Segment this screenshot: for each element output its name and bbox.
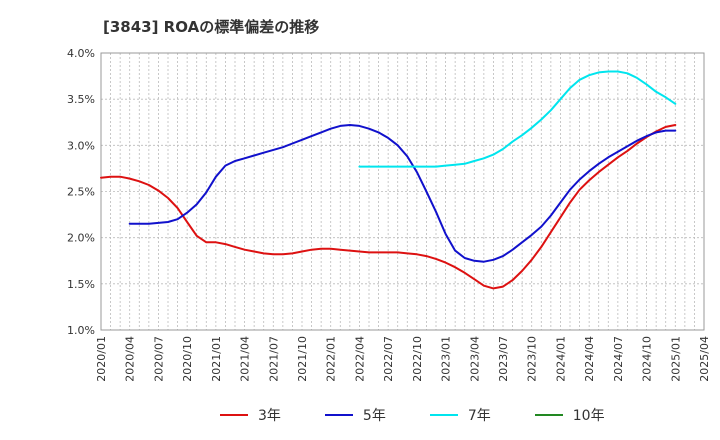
- y-axis-tick-labels: 1.0% 1.5% 2.0% 2.5% 3.0% 3.5% 4.0%: [67, 47, 95, 337]
- x-tick-label: 2020/07: [152, 336, 165, 382]
- y-tick-label: 3.0%: [67, 139, 95, 152]
- x-tick-label: 2022/04: [353, 336, 366, 382]
- y-tick-label: 3.5%: [67, 93, 95, 106]
- x-tick-label: 2023/10: [526, 336, 539, 382]
- x-tick-label: 2021/01: [210, 336, 223, 382]
- x-tick-label: 2024/10: [641, 336, 654, 382]
- plot-area-border: [100, 52, 705, 331]
- legend-item-4: 10年: [534, 405, 605, 425]
- y-tick-label: 2.0%: [67, 232, 95, 245]
- series-line-3: [358, 70, 677, 168]
- legend-swatch: [429, 414, 458, 416]
- x-tick-label: 2025/01: [669, 336, 682, 382]
- y-tick-label: 1.0%: [67, 324, 95, 337]
- x-tick-label: 2021/04: [239, 336, 252, 382]
- y-tick-label: 1.5%: [67, 278, 95, 291]
- x-tick-label: 2020/10: [181, 336, 194, 382]
- legend-swatch: [534, 414, 563, 416]
- legend-item-2: 5年: [324, 405, 386, 425]
- x-tick-label: 2021/07: [267, 336, 280, 382]
- x-tick-label: 2021/10: [296, 336, 309, 382]
- legend-label: 10年: [572, 408, 605, 424]
- legend: 3年 5年 7年 10年: [220, 405, 605, 425]
- legend-item-1: 3年: [220, 405, 281, 425]
- x-tick-label: 2022/07: [382, 336, 395, 382]
- x-tick-label: 2023/04: [468, 336, 481, 382]
- chart-title: [3843] ROAの標準偏差の推移: [103, 18, 320, 36]
- y-tick-label: 4.0%: [67, 47, 95, 60]
- series-line-1: [100, 124, 677, 290]
- legend-label: 7年: [467, 408, 491, 424]
- legend-swatch: [324, 414, 353, 416]
- x-tick-label: 2024/01: [554, 336, 567, 382]
- legend-label: 5年: [362, 408, 386, 424]
- x-tick-label: 2022/10: [411, 336, 424, 382]
- legend-swatch: [220, 414, 248, 416]
- x-tick-label: 2025/04: [698, 336, 711, 382]
- legend-item-3: 7年: [429, 405, 491, 425]
- x-tick-label: 2023/07: [497, 336, 510, 382]
- x-tick-label: 2024/07: [612, 336, 625, 382]
- series-lines: [100, 70, 677, 290]
- x-tick-label: 2024/04: [583, 336, 596, 382]
- x-tick-label: 2020/04: [124, 336, 137, 382]
- legend-label: 3年: [258, 408, 281, 424]
- x-tick-label: 2022/01: [325, 336, 338, 382]
- y-tick-label: 2.5%: [67, 186, 95, 199]
- grid-lines: [101, 53, 704, 330]
- x-tick-label: 2020/01: [95, 336, 108, 382]
- x-tick-label: 2023/01: [440, 336, 453, 382]
- series-line-2: [128, 124, 677, 263]
- x-axis-tick-labels: 2020/01 2020/04 2020/07 2020/10 2021/01 2021/…: [95, 336, 711, 382]
